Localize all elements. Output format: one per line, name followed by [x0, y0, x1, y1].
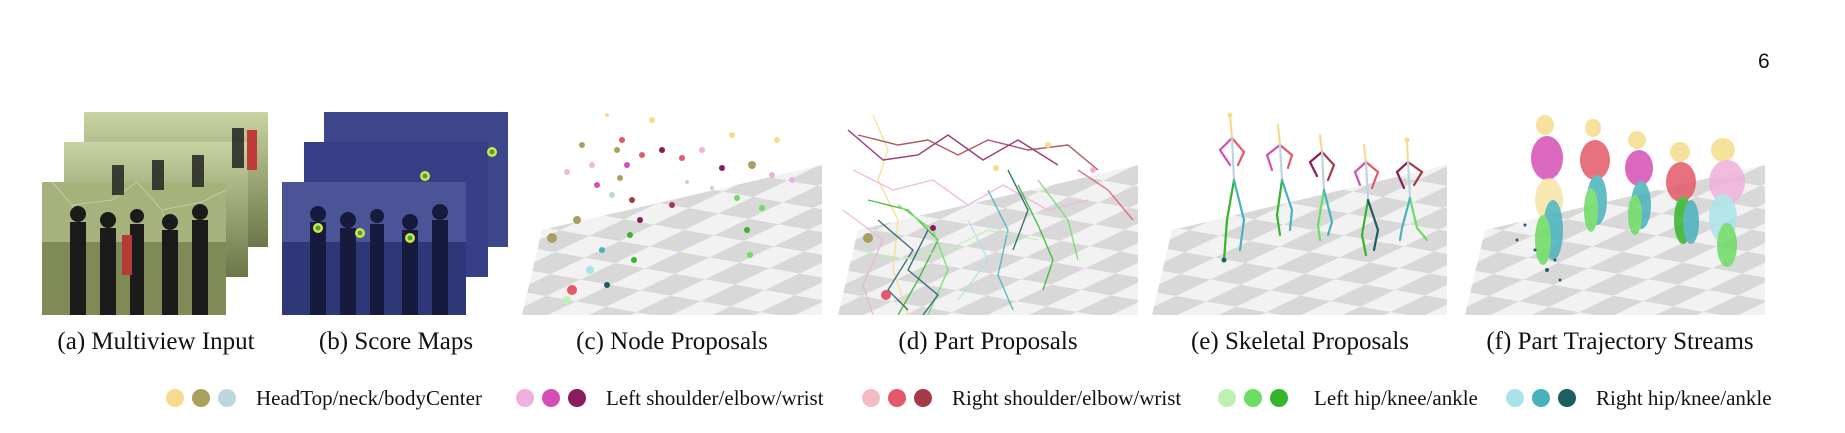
- legend-swatch: [166, 389, 184, 407]
- part-trajectory-streams-figure: [1465, 110, 1765, 315]
- node-proposals-figure: [522, 110, 822, 315]
- caption-part-trajectory-streams: (f) Part Trajectory Streams: [1486, 328, 1754, 355]
- legend-swatch: [914, 389, 932, 407]
- legend-swatch: [1270, 389, 1288, 407]
- legend-swatch: [1244, 389, 1262, 407]
- legend-swatch: [192, 389, 210, 407]
- legend-swatch: [862, 389, 880, 407]
- legend-label: Left hip/knee/ankle: [1314, 385, 1478, 410]
- legend-item-left-arm: Left shoulder/elbow/wrist: [516, 383, 824, 413]
- legend-swatch: [516, 389, 534, 407]
- page-number: 6: [1758, 50, 1770, 73]
- legend-item-right-leg: Right hip/knee/ankle: [1506, 383, 1772, 413]
- legend-label: Left shoulder/elbow/wrist: [606, 385, 824, 410]
- legend-swatch: [568, 389, 586, 407]
- legend-label: HeadTop/neck/bodyCenter: [256, 385, 482, 410]
- caption-score-maps: (b) Score Maps: [318, 328, 474, 355]
- caption-part-proposals: (d) Part Proposals: [898, 328, 1078, 355]
- caption-multiview-input: (a) Multiview Input: [57, 328, 255, 355]
- legend-swatch: [1558, 389, 1576, 407]
- legend-swatch: [888, 389, 906, 407]
- score-maps-figure: [282, 110, 510, 315]
- legend-swatch: [1532, 389, 1550, 407]
- legend-swatch: [218, 389, 236, 407]
- multiview-input-figure: [42, 110, 270, 315]
- part-proposals-figure: [838, 110, 1138, 315]
- legend-swatch: [542, 389, 560, 407]
- caption-skeletal-proposals: (e) Skeletal Proposals: [1190, 328, 1409, 355]
- skeletal-proposals-figure: [1152, 110, 1447, 315]
- legend-swatch: [1506, 389, 1524, 407]
- legend-label: Right hip/knee/ankle: [1596, 385, 1772, 410]
- legend-item-left-leg: Left hip/knee/ankle: [1218, 383, 1478, 413]
- caption-node-proposals: (c) Node Proposals: [576, 328, 768, 355]
- legend-label: Right shoulder/elbow/wrist: [952, 385, 1182, 410]
- legend-item-right-arm: Right shoulder/elbow/wrist: [862, 383, 1181, 413]
- legend-swatch: [1218, 389, 1236, 407]
- legend-item-head: HeadTop/neck/bodyCenter: [166, 383, 482, 413]
